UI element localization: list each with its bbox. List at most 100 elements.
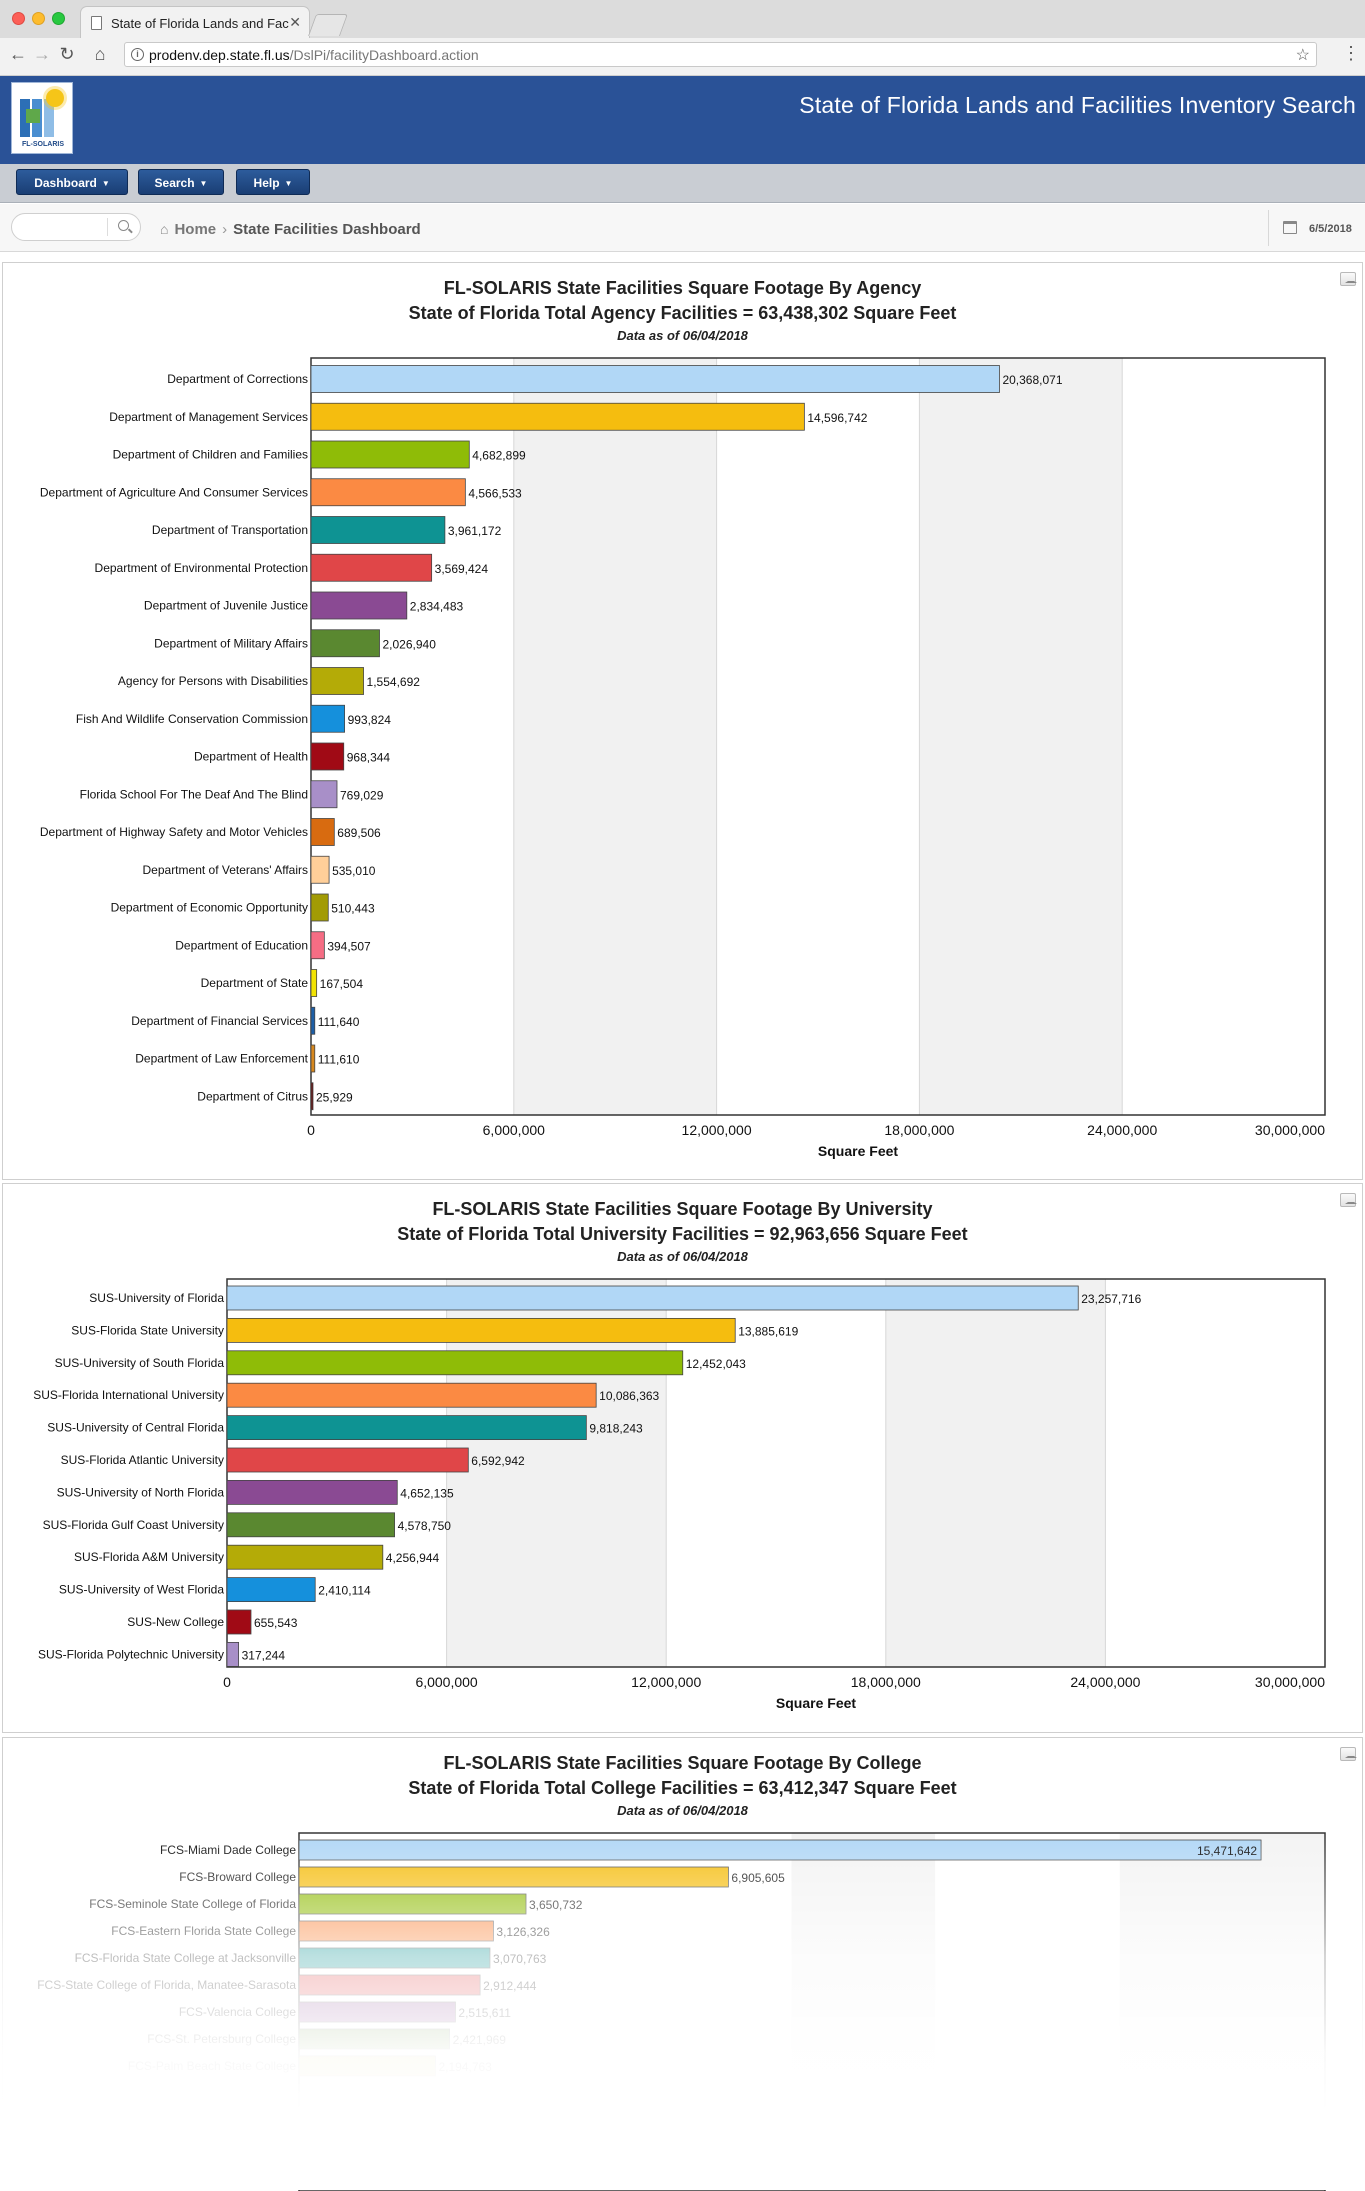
category-label: Department of Economic Opportunity (111, 901, 308, 915)
data-label: 4,578,750 (398, 1519, 452, 1533)
data-bar (310, 1044, 316, 1073)
university-chart-title: FL-SOLARIS State Facilities Square Foota… (432, 1199, 933, 1219)
data-bar (310, 440, 470, 469)
data-bar (226, 1609, 252, 1635)
tick-label: 0 (223, 1674, 231, 1690)
download-icon[interactable] (1340, 272, 1357, 286)
category-label: FCS-Florida State College at Jacksonvill… (75, 1951, 297, 1965)
category-label: Department of Management Services (109, 410, 308, 424)
data-bar (310, 893, 329, 922)
data-label: 968,344 (347, 751, 391, 765)
data-bar (310, 855, 330, 884)
category-label: FCS-Miami Dade College (160, 1843, 296, 1857)
data-label: 2,410,114 (318, 1584, 371, 1598)
data-label: 12,452,043 (686, 1357, 746, 1371)
data-bar (226, 1641, 240, 1667)
data-bar (298, 1947, 491, 1969)
dashboard-menu-button[interactable]: Dashboard ▼ (16, 169, 128, 195)
plot-frame (310, 357, 1326, 1116)
tick-label: 12,000,000 (631, 1674, 701, 1690)
category-label: Department of Health (194, 750, 308, 764)
data-bar (310, 402, 805, 431)
new-tab-button[interactable] (307, 14, 349, 36)
data-bar (298, 1893, 527, 1915)
data-bar (310, 591, 408, 620)
category-label: SUS-Florida Polytechnic University (38, 1647, 224, 1661)
chevron-down-icon: ▼ (199, 179, 208, 188)
breadcrumb-current: State Facilities Dashboard (233, 221, 421, 238)
category-label: SUS-University of North Florida (57, 1485, 225, 1499)
forward-icon[interactable]: → (33, 44, 51, 64)
data-bar (226, 1415, 587, 1441)
chevron-down-icon: ▼ (284, 179, 293, 188)
maximize-window-icon[interactable] (52, 12, 65, 25)
tick-label: 24,000,000 (1087, 1122, 1157, 1138)
tick-label: 6,000,000 (483, 1122, 545, 1138)
data-bar (298, 2001, 456, 2023)
reload-icon[interactable]: ↻ (59, 44, 75, 64)
download-icon[interactable] (1340, 1747, 1357, 1761)
address-bar[interactable]: i prodenv.dep.state.fl.us/DslPi/facility… (124, 42, 1317, 67)
category-label: FCS-Seminole State College of Florida (89, 1897, 296, 1911)
data-bar (310, 516, 446, 544)
minimize-window-icon[interactable] (32, 12, 45, 25)
info-icon[interactable]: i (131, 48, 144, 61)
data-label: 6,905,605 (731, 1871, 785, 1885)
breadcrumb-home[interactable]: Home (174, 221, 217, 238)
data-label: 6,592,942 (471, 1454, 525, 1468)
plot-band (791, 1833, 936, 2191)
plot-band (919, 358, 1123, 1115)
data-label: 394,507 (327, 939, 371, 953)
home-icon[interactable]: ⌂ (160, 221, 169, 237)
agency-bar-chart: Department of Corrections 20,368,071 Depar… (40, 357, 1326, 1159)
url-path: /DslPi/facilityDashboard.action (289, 47, 479, 63)
university-chart-panel: FL-SOLARIS State Facilities Square Foota… (2, 1183, 1363, 1733)
data-label: 13,885,619 (738, 1324, 798, 1338)
category-label: Department of Children and Families (113, 448, 308, 462)
help-label: Help (253, 176, 280, 190)
back-icon[interactable]: ← (9, 44, 27, 64)
app-header: FL-SOLARIS State of Florida Lands and Fa… (0, 76, 1365, 164)
tab-title: State of Florida Lands and Fac (111, 16, 289, 31)
fl-solaris-logo[interactable]: FL-SOLARIS (11, 82, 73, 154)
data-label: 167,504 (320, 977, 364, 991)
search-menu-button[interactable]: Search ▼ (138, 169, 224, 195)
tick-label: 6,000,000 (415, 1674, 477, 1690)
data-label: 9,818,243 (589, 1422, 643, 1436)
category-label: SUS-Florida Atlantic University (61, 1453, 224, 1467)
tab-close-icon[interactable]: ✕ (289, 14, 301, 30)
data-label: 4,566,533 (468, 486, 522, 500)
category-label: FCS-Palm Beach State College (128, 2059, 296, 2073)
data-bar (310, 629, 380, 658)
help-menu-button[interactable]: Help ▼ (236, 169, 310, 195)
browser-menu-icon[interactable]: ⋮ (1342, 43, 1360, 63)
college-chart-subtitle: State of Florida Total College Facilitie… (408, 1778, 957, 1798)
data-bar (310, 931, 325, 960)
data-bar (298, 1920, 494, 1942)
browser-tab[interactable]: State of Florida Lands and Fac ✕ (80, 6, 310, 38)
data-bar (226, 1317, 736, 1343)
home-nav-icon[interactable]: ⌂ (94, 44, 106, 64)
data-label: 4,682,899 (472, 449, 526, 463)
search-icon[interactable] (118, 220, 129, 231)
data-bar (226, 1447, 469, 1473)
data-label: 993,824 (348, 713, 392, 727)
quick-search-input[interactable] (11, 213, 141, 241)
data-bar (310, 1006, 316, 1035)
data-label: 2,026,940 (383, 637, 437, 651)
category-label: Florida School For The Deaf And The Blin… (80, 787, 308, 801)
date-display: 6/5/2018 (1268, 210, 1365, 246)
category-label: Department of Corrections (167, 372, 308, 386)
category-label: FCS-State College of Florida, Manatee-Sa… (37, 1978, 296, 1992)
browser-chrome: State of Florida Lands and Fac ✕ ← → ↻ ⌂… (0, 0, 1365, 76)
close-window-icon[interactable] (12, 12, 25, 25)
category-label: Department of Environmental Protection (95, 561, 308, 575)
category-label: Agency for Persons with Disabilities (118, 674, 308, 688)
data-label: 769,029 (340, 788, 384, 802)
data-bar (298, 1866, 729, 1888)
category-label: Department of Agriculture And Consumer S… (40, 485, 308, 499)
bookmark-star-icon[interactable]: ☆ (1295, 47, 1310, 64)
download-icon[interactable] (1340, 1193, 1357, 1207)
category-label: Department of Financial Services (131, 1014, 308, 1028)
plot-band (446, 1279, 667, 1667)
